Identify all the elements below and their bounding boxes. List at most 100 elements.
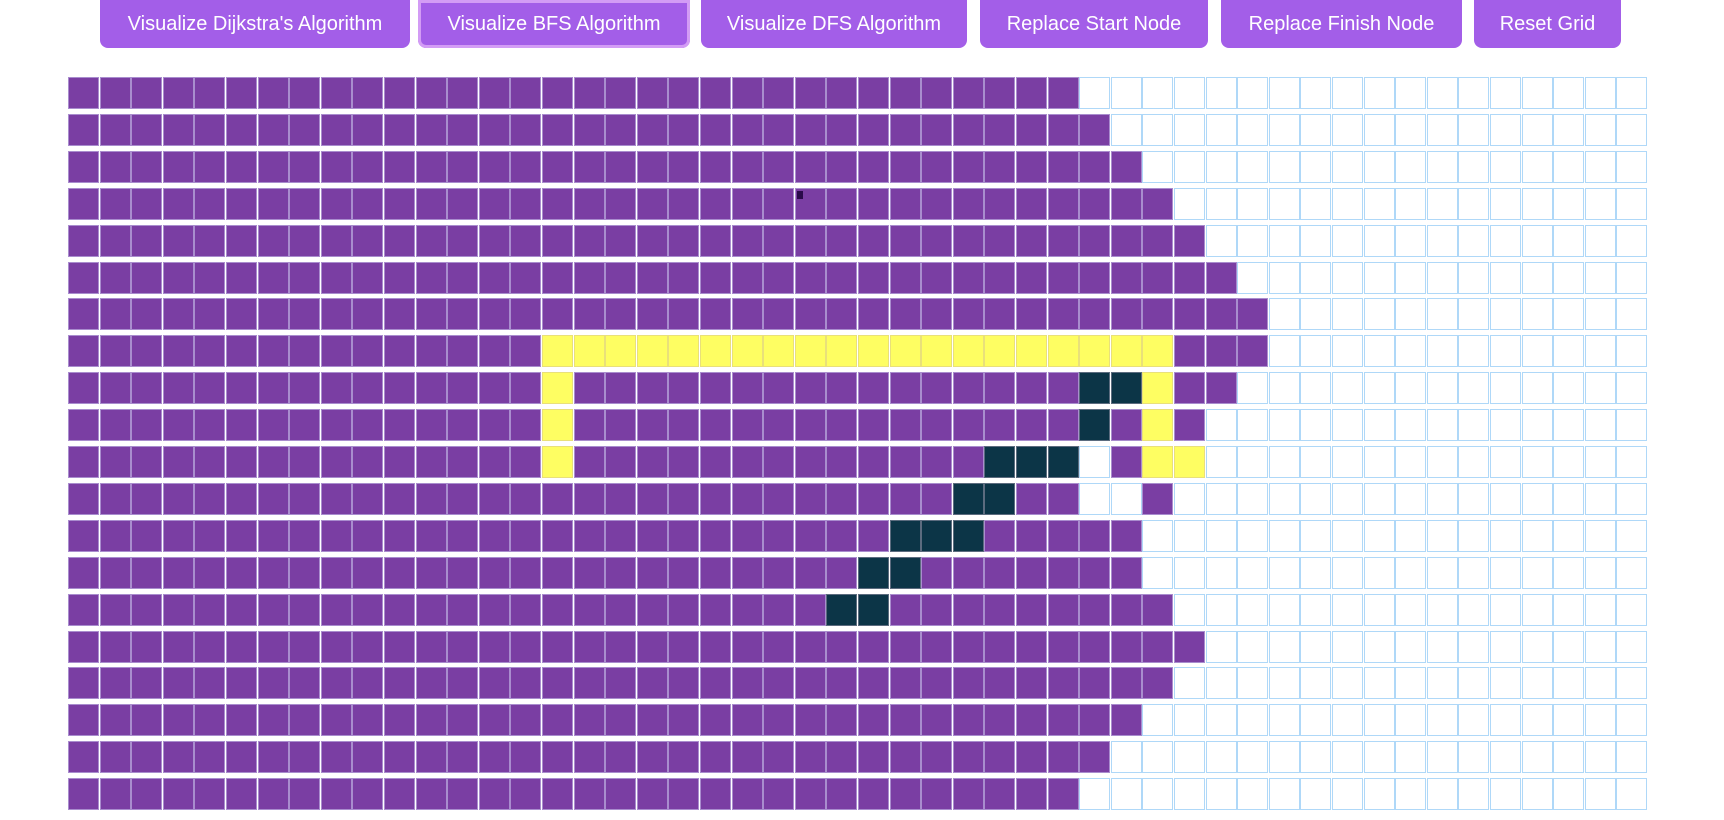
- grid-cell-unvisited[interactable]: [1205, 519, 1237, 552]
- grid-cell-unvisited[interactable]: [1268, 224, 1300, 257]
- grid-cell-unvisited[interactable]: [1426, 446, 1458, 478]
- grid-cell-visited[interactable]: [320, 556, 352, 589]
- grid-cell-visited[interactable]: [162, 630, 194, 663]
- grid-cell-visited[interactable]: [542, 630, 573, 663]
- grid-cell-unvisited[interactable]: [1584, 77, 1616, 109]
- grid-cell-unvisited[interactable]: [1268, 630, 1300, 663]
- grid-cell-visited[interactable]: [320, 77, 352, 109]
- grid-cell-visited[interactable]: [415, 224, 447, 257]
- grid-cell-visited[interactable]: [636, 372, 668, 405]
- grid-cell-visited[interactable]: [731, 704, 763, 737]
- grid-cell-visited[interactable]: [226, 298, 257, 331]
- grid-cell-unvisited[interactable]: [1426, 556, 1458, 589]
- grid-cell-unvisited[interactable]: [1300, 113, 1332, 146]
- grid-cell-visited[interactable]: [194, 519, 226, 552]
- grid-cell-visited[interactable]: [415, 187, 447, 220]
- grid-cell-visited[interactable]: [478, 741, 510, 774]
- grid-cell-visited[interactable]: [573, 261, 605, 294]
- grid-cell-visited[interactable]: [668, 556, 700, 589]
- grid-cell-unvisited[interactable]: [1332, 261, 1363, 294]
- grid-cell-visited[interactable]: [858, 150, 889, 183]
- grid-cell-unvisited[interactable]: [1237, 482, 1269, 515]
- grid-cell-visited[interactable]: [952, 630, 984, 663]
- grid-cell-visited[interactable]: [99, 519, 131, 552]
- grid-cell-visited[interactable]: [668, 150, 700, 183]
- grid-cell-visited[interactable]: [510, 150, 542, 183]
- grid-cell-visited[interactable]: [952, 778, 984, 811]
- grid-cell-unvisited[interactable]: [1490, 778, 1521, 811]
- grid-cell-unvisited[interactable]: [1584, 335, 1616, 368]
- grid-cell-visited[interactable]: [1047, 593, 1079, 626]
- grid-cell-path[interactable]: [1110, 335, 1142, 368]
- grid-cell-visited[interactable]: [194, 446, 226, 478]
- grid-cell-visited[interactable]: [289, 482, 321, 515]
- grid-cell-visited[interactable]: [320, 372, 352, 405]
- grid-cell-visited[interactable]: [984, 261, 1016, 294]
- reset-grid-button[interactable]: Reset Grid: [1474, 0, 1621, 48]
- grid-cell-unvisited[interactable]: [1616, 778, 1648, 811]
- grid-cell-unvisited[interactable]: [1584, 150, 1616, 183]
- grid-cell-visited[interactable]: [794, 519, 826, 552]
- grid-cell-wall[interactable]: [858, 593, 889, 626]
- grid-cell-visited[interactable]: [921, 482, 953, 515]
- grid-cell-unvisited[interactable]: [1553, 113, 1585, 146]
- grid-cell-visited[interactable]: [447, 519, 479, 552]
- grid-cell-visited[interactable]: [320, 409, 352, 442]
- grid-cell-visited[interactable]: [1016, 667, 1047, 700]
- grid-cell-visited[interactable]: [415, 409, 447, 442]
- grid-cell-unvisited[interactable]: [1616, 335, 1648, 368]
- grid-cell-unvisited[interactable]: [1616, 741, 1648, 774]
- grid-cell-visited[interactable]: [984, 778, 1016, 811]
- grid-cell-visited[interactable]: [1047, 150, 1079, 183]
- grid-cell-visited[interactable]: [289, 335, 321, 368]
- grid-cell-visited[interactable]: [668, 187, 700, 220]
- grid-cell-wall[interactable]: [1079, 409, 1111, 442]
- grid-cell-visited[interactable]: [384, 298, 415, 331]
- grid-cell-visited[interactable]: [1047, 519, 1079, 552]
- grid-cell-visited[interactable]: [447, 482, 479, 515]
- grid-cell-unvisited[interactable]: [1584, 741, 1616, 774]
- grid-cell-visited[interactable]: [636, 704, 668, 737]
- grid-cell-path[interactable]: [605, 335, 637, 368]
- grid-cell-visited[interactable]: [384, 335, 415, 368]
- grid-cell-visited[interactable]: [478, 556, 510, 589]
- grid-cell-visited[interactable]: [763, 224, 795, 257]
- grid-cell-wall[interactable]: [858, 556, 889, 589]
- grid-cell-unvisited[interactable]: [1205, 778, 1237, 811]
- grid-cell-visited[interactable]: [384, 372, 415, 405]
- grid-cell-unvisited[interactable]: [1142, 704, 1174, 737]
- grid-cell-visited[interactable]: [1016, 113, 1047, 146]
- grid-cell-visited[interactable]: [921, 77, 953, 109]
- grid-cell-unvisited[interactable]: [1426, 482, 1458, 515]
- grid-cell-unvisited[interactable]: [1174, 150, 1205, 183]
- grid-cell-visited[interactable]: [952, 556, 984, 589]
- grid-cell-unvisited[interactable]: [1332, 113, 1363, 146]
- grid-cell-visited[interactable]: [826, 113, 858, 146]
- grid-cell-unvisited[interactable]: [1174, 741, 1205, 774]
- grid-cell-unvisited[interactable]: [1395, 113, 1427, 146]
- grid-cell-visited[interactable]: [1079, 298, 1111, 331]
- grid-cell-visited[interactable]: [573, 556, 605, 589]
- grid-cell-visited[interactable]: [510, 446, 542, 478]
- grid-cell-unvisited[interactable]: [1300, 630, 1332, 663]
- grid-cell-unvisited[interactable]: [1616, 519, 1648, 552]
- grid-cell-visited[interactable]: [1110, 630, 1142, 663]
- grid-cell-visited[interactable]: [668, 409, 700, 442]
- grid-cell-unvisited[interactable]: [1616, 667, 1648, 700]
- grid-cell-unvisited[interactable]: [1363, 741, 1395, 774]
- grid-cell-unvisited[interactable]: [1363, 113, 1395, 146]
- grid-cell-visited[interactable]: [858, 113, 889, 146]
- grid-cell-unvisited[interactable]: [1205, 556, 1237, 589]
- grid-cell-visited[interactable]: [289, 593, 321, 626]
- grid-cell-visited[interactable]: [1016, 187, 1047, 220]
- grid-cell-visited[interactable]: [1047, 778, 1079, 811]
- grid-cell-unvisited[interactable]: [1521, 409, 1553, 442]
- grid-cell-unvisited[interactable]: [1300, 224, 1332, 257]
- grid-cell-visited[interactable]: [1016, 519, 1047, 552]
- grid-cell-visited[interactable]: [731, 409, 763, 442]
- grid-cell-visited[interactable]: [384, 593, 415, 626]
- grid-cell-visited[interactable]: [984, 372, 1016, 405]
- grid-cell-unvisited[interactable]: [1174, 482, 1205, 515]
- grid-cell-visited[interactable]: [384, 778, 415, 811]
- grid-cell-visited[interactable]: [131, 150, 163, 183]
